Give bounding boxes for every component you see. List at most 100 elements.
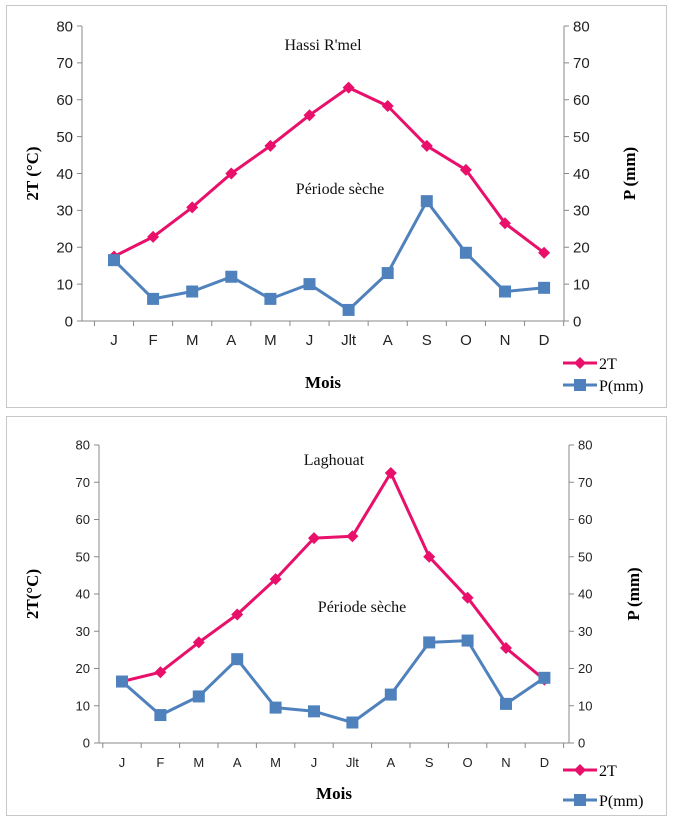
- data-point-2t: [231, 608, 244, 621]
- y-axis-title-right: P (mm): [624, 567, 643, 620]
- dry-period-annotation: Période sèche: [318, 599, 406, 616]
- y-tick-label-right: 30: [578, 624, 592, 639]
- data-point-precipitation: [420, 195, 433, 208]
- y-tick-label-right: 50: [573, 129, 590, 146]
- legend-label: P(mm): [599, 378, 643, 395]
- data-point-precipitation: [154, 709, 167, 722]
- y-tick-label-right: 10: [578, 698, 592, 713]
- chart-svg: 0 0 10 10 20 20 30 30 40 40 50 50 60 60 70 70 80 80 J F M A M J…: [23, 438, 643, 810]
- x-tick-label: A: [226, 332, 236, 349]
- data-point-precipitation: [538, 671, 551, 684]
- x-tick-label: M: [186, 332, 199, 349]
- y-tick-label-left: 20: [76, 661, 90, 676]
- data-point-2t: [420, 139, 433, 152]
- y-tick-label-left: 30: [56, 203, 73, 220]
- y-tick-label-left: 60: [56, 92, 73, 109]
- data-point-2t: [225, 167, 238, 180]
- x-tick-label: A: [386, 755, 395, 770]
- x-tick-label: D: [539, 332, 550, 349]
- data-point-2t: [308, 532, 320, 545]
- data-point-precipitation: [499, 285, 511, 298]
- data-point-2t: [423, 550, 436, 563]
- data-point-precipitation: [423, 636, 436, 649]
- data-point-2t: [303, 109, 316, 122]
- data-point-precipitation: [384, 688, 397, 701]
- data-point-precipitation: [116, 675, 128, 688]
- y-tick-label-left: 20: [56, 240, 73, 257]
- x-tick-label: F: [156, 755, 164, 770]
- data-point-2t: [192, 636, 205, 649]
- y-tick-label-left: 10: [76, 698, 90, 713]
- data-point-precipitation: [108, 254, 120, 267]
- x-tick-label: M: [193, 755, 204, 770]
- y-tick-label-right: 70: [573, 55, 590, 72]
- y-tick-label-left: 10: [56, 276, 73, 293]
- data-point-precipitation: [147, 292, 160, 305]
- data-point-precipitation: [500, 697, 512, 710]
- y-tick-label-right: 20: [578, 661, 592, 676]
- chart-svg: 0 0 10 10 20 20 30 30 40 40 50 50 60 60 70 70 80 80 J F M A M J…: [23, 18, 643, 395]
- data-point-precipitation: [342, 303, 355, 316]
- series-line-2t: [121, 471, 546, 683]
- y-tick-label-left: 30: [76, 624, 90, 639]
- data-point-precipitation: [538, 281, 551, 294]
- x-tick-label: O: [460, 332, 472, 349]
- legend-marker-precipitation: [574, 794, 586, 806]
- y-tick-label-right: 70: [578, 475, 592, 490]
- data-point-precipitation: [264, 292, 277, 305]
- x-tick-label: N: [500, 332, 511, 349]
- x-tick-label: S: [422, 332, 432, 349]
- data-point-2t: [147, 230, 160, 243]
- y-tick-label-left: 50: [76, 549, 90, 564]
- x-tick-label: J: [311, 755, 318, 770]
- data-point-precipitation: [303, 278, 316, 291]
- data-point-2t: [269, 573, 282, 586]
- y-tick-label-left: 0: [65, 313, 73, 330]
- data-point-2t: [459, 163, 472, 176]
- y-tick-label-right: 20: [573, 240, 590, 257]
- data-point-2t: [186, 201, 199, 214]
- y-tick-label-right: 80: [578, 438, 592, 453]
- data-point-2t: [381, 100, 394, 113]
- data-point-2t: [384, 466, 397, 479]
- x-tick-label: J: [306, 332, 314, 349]
- legend-label: P(mm): [599, 793, 643, 810]
- data-point-precipitation: [346, 716, 359, 729]
- y-tick-label-left: 70: [76, 475, 90, 490]
- y-tick-label-left: 40: [56, 166, 73, 183]
- x-tick-label: Jlt: [346, 755, 359, 770]
- data-point-precipitation: [269, 701, 282, 714]
- y-tick-label-right: 0: [578, 736, 585, 751]
- y-tick-label-right: 30: [573, 203, 590, 220]
- x-tick-label: J: [110, 332, 118, 349]
- y-tick-label-left: 80: [76, 438, 90, 453]
- y-tick-label-left: 70: [56, 55, 73, 72]
- series-line-precipitation: [121, 639, 546, 724]
- data-point-precipitation: [381, 267, 394, 280]
- x-axis-title: Mois: [305, 373, 341, 392]
- y-axis-title-right: P (mm): [620, 147, 639, 200]
- chart-title: Hassi R'mel: [284, 37, 362, 54]
- y-tick-label-right: 60: [578, 512, 592, 527]
- chart-panel-hassi-rmel: 0 0 10 10 20 20 30 30 40 40 50 50 60 60 70 70 80 80 J F M A M J…: [6, 5, 667, 408]
- x-tick-label: M: [270, 755, 281, 770]
- x-axis-title: Mois: [316, 784, 352, 803]
- data-point-precipitation: [192, 690, 205, 703]
- y-tick-label-right: 10: [573, 276, 590, 293]
- y-tick-label-right: 50: [578, 549, 592, 564]
- x-tick-label: O: [463, 755, 473, 770]
- data-point-precipitation: [186, 285, 199, 298]
- y-tick-label-right: 80: [573, 18, 590, 35]
- y-tick-label-left: 0: [83, 736, 90, 751]
- y-axis-title-left: 2T (°C): [23, 146, 42, 200]
- data-point-2t: [461, 591, 474, 604]
- y-tick-label-left: 50: [56, 129, 73, 146]
- legend-label: 2T: [599, 356, 617, 373]
- chart-panel-laghouat: 0 0 10 10 20 20 30 30 40 40 50 50 60 60 70 70 80 80 J F M A M J…: [6, 416, 667, 816]
- y-tick-label-right: 60: [573, 92, 590, 109]
- data-point-precipitation: [461, 634, 474, 647]
- data-point-2t: [154, 666, 167, 679]
- data-point-2t: [346, 530, 359, 543]
- dry-period-annotation: Période sèche: [296, 181, 384, 198]
- data-point-2t: [499, 217, 511, 230]
